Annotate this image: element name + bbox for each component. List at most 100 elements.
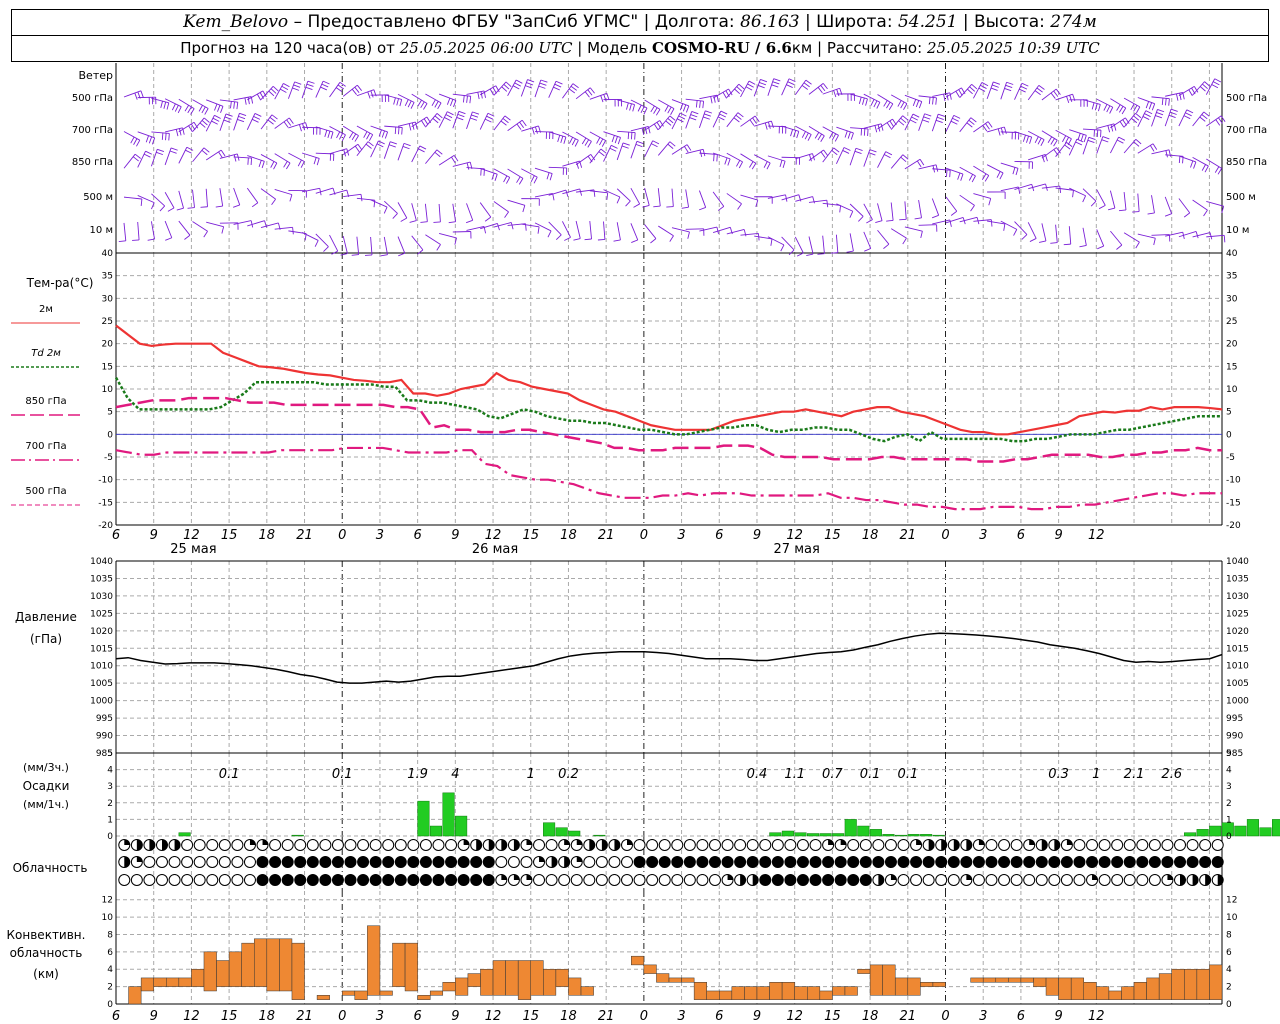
cloud-cover-symbol <box>633 874 646 886</box>
wind-barb <box>206 99 224 107</box>
wind-barb-flag <box>1038 85 1045 90</box>
wind-barb-flag <box>843 147 851 151</box>
wind-barb-flag <box>643 107 648 115</box>
precip-tick-right: 3 <box>1226 782 1232 792</box>
cloud-cover-symbol <box>1111 874 1124 886</box>
precip-title-1h: (мм/1ч.) <box>23 798 69 811</box>
wind-barb-flag <box>381 130 385 138</box>
wind-barb-flag <box>343 149 347 157</box>
wind-barb-flag <box>515 79 523 84</box>
wind-barb-flag <box>307 80 315 84</box>
cloud-cover-symbol <box>671 874 684 886</box>
wind-barb-flag <box>967 88 973 95</box>
convective-cloud-bar <box>216 960 230 987</box>
cloud-cover-fill <box>910 856 922 868</box>
cloud-cover-symbol <box>784 839 797 851</box>
wind-barb-flag <box>519 121 525 129</box>
precip-total-label: 0.7 <box>822 767 843 782</box>
wind-barb-flag <box>634 132 636 140</box>
wind-barb-flag <box>958 89 963 96</box>
wind-barb <box>918 199 922 218</box>
wind-barb <box>1151 195 1155 214</box>
wind-barb <box>425 234 441 245</box>
convective-cloud-bar <box>869 964 883 996</box>
header-divider <box>12 35 1268 36</box>
cloud-cover-symbol <box>683 839 696 851</box>
wind-barb-flag <box>984 175 990 182</box>
precip-tick-left: 4 <box>107 766 113 776</box>
wind-barb-flag <box>1223 235 1226 243</box>
wind-barb-flag <box>193 122 199 129</box>
precip-total-label: 1.9 <box>407 767 428 782</box>
cloud-cover-fill <box>1092 874 1098 880</box>
wind-barb-flag <box>288 117 294 124</box>
wind-barb <box>959 216 978 223</box>
wind-barb-flag <box>225 113 233 117</box>
wind-barb <box>425 149 438 164</box>
hour-label-bottom: 18 <box>560 1009 577 1024</box>
wind-barb-flag <box>1153 238 1156 246</box>
wind-barb-flag <box>1136 106 1141 114</box>
wind-barb-flag <box>340 253 348 256</box>
wind-barb-flag <box>564 236 571 241</box>
cloud-cover-fill <box>1212 856 1224 868</box>
wind-barb-flag <box>148 136 153 144</box>
wind-barb <box>644 120 660 131</box>
wind-barb <box>671 188 674 207</box>
wind-barb <box>178 121 195 133</box>
wind-barb-flag <box>786 84 793 88</box>
convective-cloud-bar <box>153 977 167 987</box>
wind-barb <box>781 236 795 251</box>
wind-barb-flag <box>367 91 371 99</box>
wind-barb-flag <box>176 207 184 211</box>
cloud-cover-symbol <box>796 839 809 851</box>
cloud-cover-fill <box>601 839 608 851</box>
wind-barb-flag <box>749 161 754 168</box>
wind-barb <box>986 126 1005 133</box>
precip-bar <box>429 825 443 837</box>
wind-barb <box>507 119 523 132</box>
wind-barb-flag <box>932 97 934 105</box>
wind-barb-flag <box>796 131 800 139</box>
cloud-cover-fill <box>407 874 419 886</box>
cloud-cover-fill <box>872 856 884 868</box>
temp-legend-label: Td 2м <box>31 348 61 359</box>
wind-barb-flag <box>1006 81 1014 85</box>
wind-barb-flag <box>298 124 302 132</box>
cloud-cover-fill <box>445 856 457 868</box>
wind-barb <box>1192 111 1205 127</box>
wind-barb-flag <box>900 117 907 124</box>
precip-bar <box>1234 825 1247 837</box>
wind-barb-flag <box>1121 107 1127 115</box>
cloud-cover-fill <box>458 856 470 868</box>
precip-bar <box>857 825 870 837</box>
cloud-cover-fill <box>501 874 507 881</box>
wind-barb-flag <box>140 198 143 207</box>
wind-barb-flag <box>1037 137 1042 145</box>
wind-barb-flag <box>289 194 293 202</box>
wind-barb-flag <box>600 148 607 154</box>
wind-title: Ветер <box>79 69 113 82</box>
wind-barb-flag <box>705 110 713 114</box>
day-label: 26 мая <box>472 542 518 557</box>
precip-total-label: 0.1 <box>332 767 353 782</box>
cloud-cover-fill <box>659 856 671 868</box>
hour-label-mid: 3 <box>979 528 987 543</box>
wind-barb <box>904 226 923 232</box>
wind-barb-flag <box>1015 168 1019 176</box>
wind-barb-flag <box>472 111 480 115</box>
cloud-cover-fill <box>835 874 847 886</box>
wind-barb-flag <box>1034 90 1041 96</box>
wind-barb-flag <box>1203 209 1208 217</box>
wind-barb-flag <box>378 129 382 137</box>
wind-barb <box>1014 131 1032 138</box>
header-line-2: Прогноз на 120 часа(ов) от 25.05.2025 06… <box>12 39 1268 57</box>
wind-barb <box>493 168 510 178</box>
wind-barb-flag <box>900 156 907 163</box>
wind-barb-flag <box>190 108 195 115</box>
wind-barb <box>411 235 424 251</box>
wind-barb-flag <box>1214 166 1220 173</box>
wind-barb-flag <box>806 253 814 257</box>
convective-cloud-bar <box>995 977 1009 983</box>
pressure-tick-left: 1035 <box>90 574 113 584</box>
